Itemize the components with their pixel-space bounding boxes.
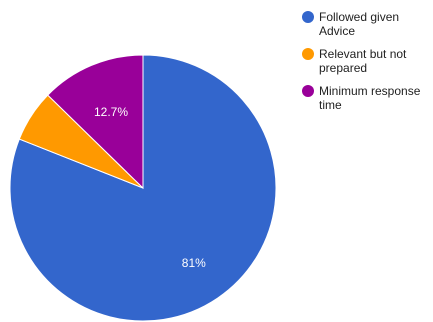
legend-item-followed-advice: Followed given Advice xyxy=(302,10,430,38)
legend-swatch-minimum-response-time xyxy=(302,85,314,97)
legend-label-relevant-not-prepared: Relevant but not prepared xyxy=(319,47,407,75)
legend-swatch-followed-advice xyxy=(302,11,314,23)
slice-label-followed-advice: 81% xyxy=(182,256,206,270)
legend: Followed given Advice Relevant but not p… xyxy=(302,10,430,121)
slice-minimum-response-time xyxy=(47,54,144,190)
legend-item-minimum-response-time: Minimum response time xyxy=(302,84,430,112)
legend-label-minimum-response-time: Minimum response time xyxy=(319,84,421,112)
legend-label-followed-advice: Followed given Advice xyxy=(319,10,400,38)
slice-label-minimum-response-time: 12.7% xyxy=(94,105,128,119)
legend-item-relevant-not-prepared: Relevant but not prepared xyxy=(302,47,430,75)
legend-swatch-relevant-not-prepared xyxy=(302,48,314,60)
